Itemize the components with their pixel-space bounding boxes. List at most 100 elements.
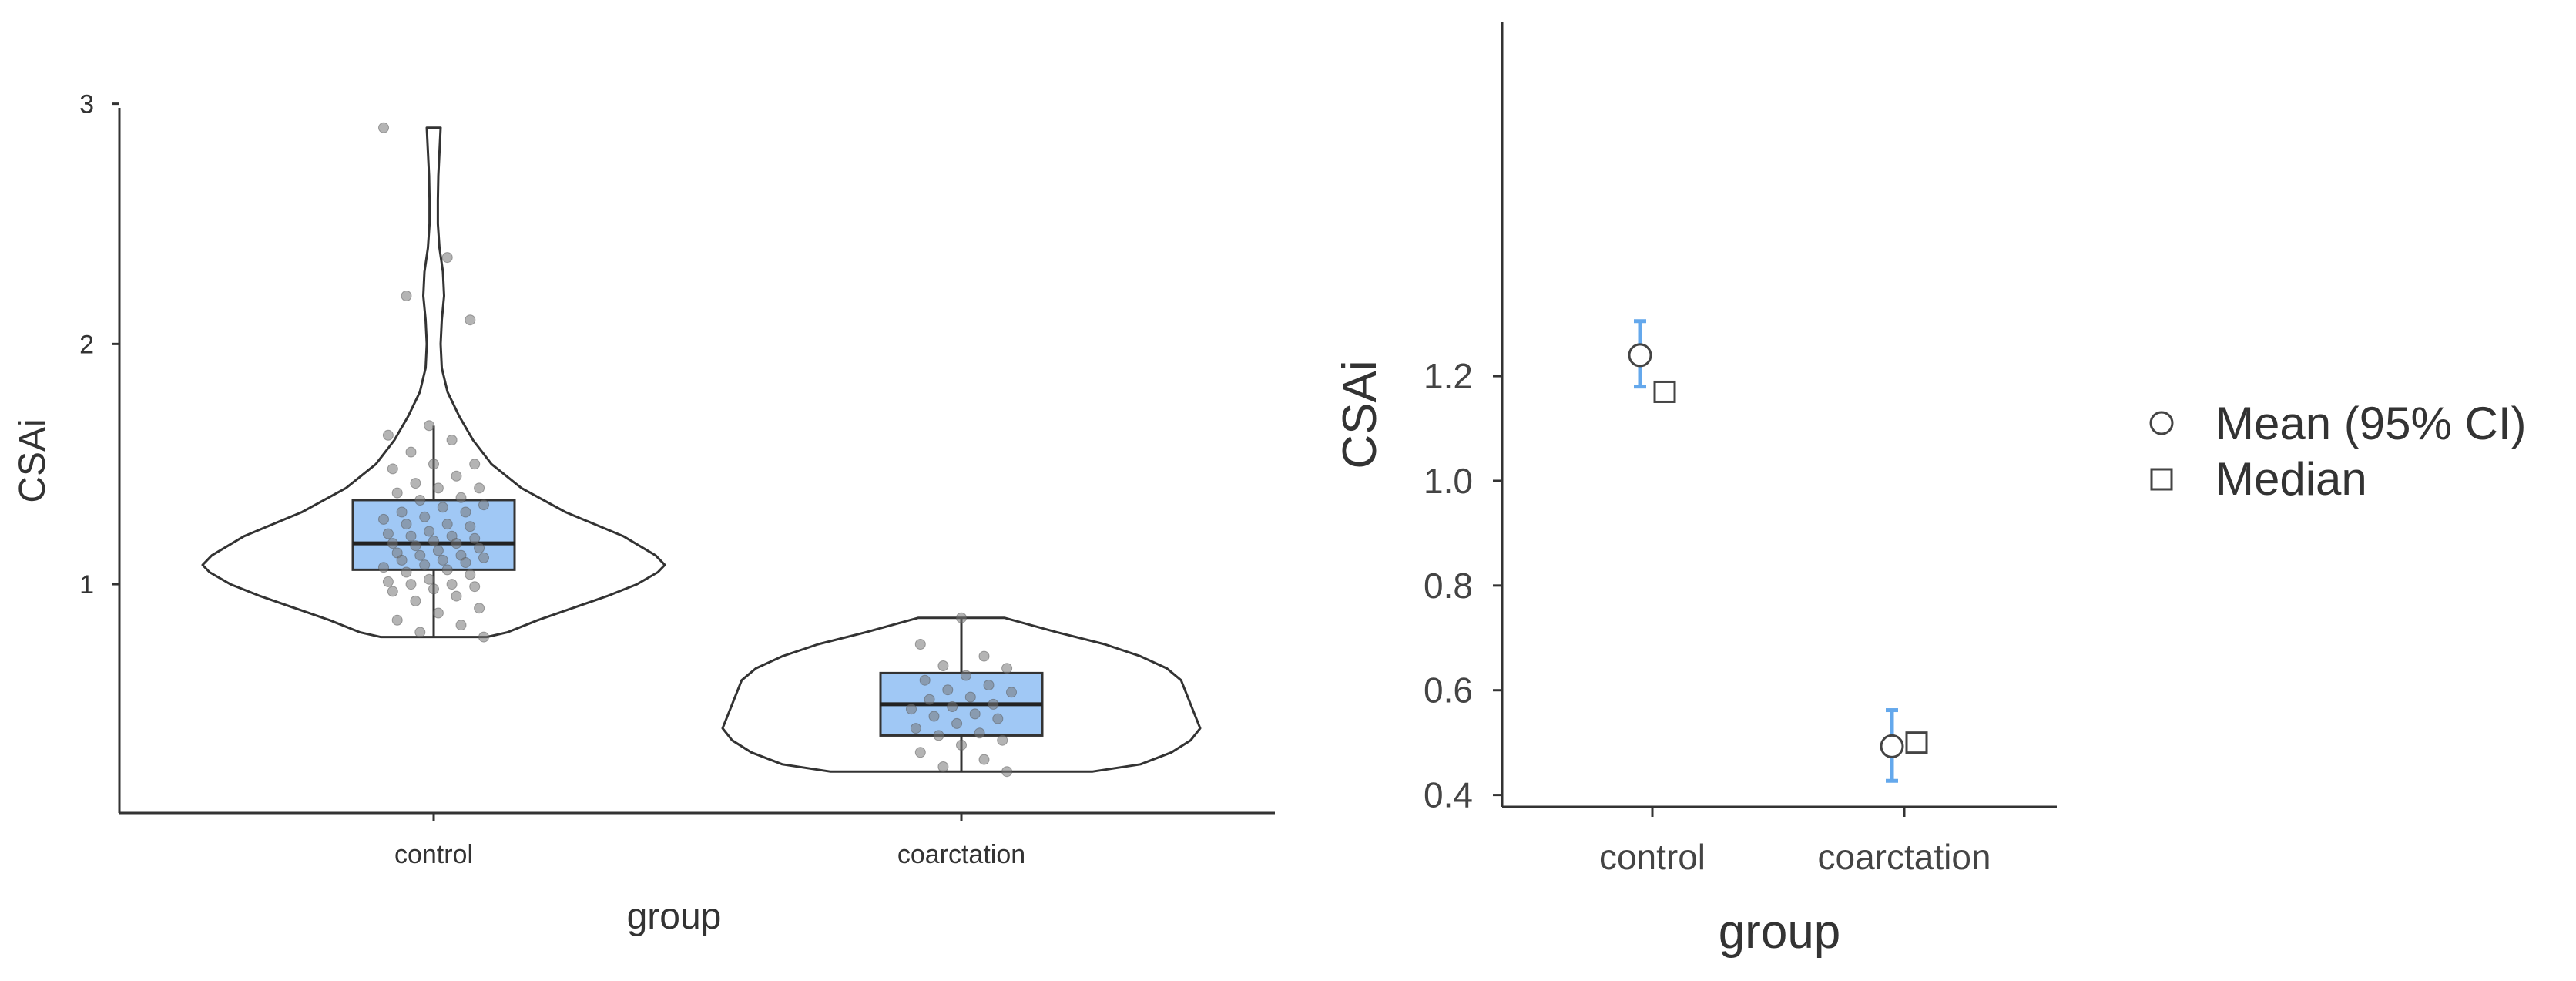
y-tick-label: 2	[79, 330, 94, 359]
point-control	[428, 459, 439, 470]
point-coarctation	[983, 680, 995, 690]
point-coarctation	[947, 701, 958, 712]
point-control	[405, 446, 417, 458]
point-control	[405, 530, 417, 542]
box-control	[351, 499, 516, 571]
mean-median-marks	[1628, 319, 1928, 783]
point-control	[451, 538, 462, 549]
y-axis-ticks: 0.4 0.6 0.8 1.0 1.2	[1424, 356, 1502, 815]
point-control	[382, 576, 394, 587]
point-coarctation	[928, 711, 940, 722]
point-control	[387, 463, 398, 475]
point-control	[410, 478, 421, 489]
point-control	[414, 549, 426, 561]
point-control	[391, 487, 403, 499]
violin-coarctation	[721, 616, 1202, 773]
legend-label-median: Median	[2215, 453, 2367, 505]
y-tick-label: 0.4	[1424, 775, 1473, 815]
point-control	[410, 595, 421, 606]
median-point-control	[1653, 380, 1676, 403]
point-coarctation	[924, 694, 935, 705]
y-tick-label: 3	[79, 90, 94, 119]
point-control	[455, 492, 467, 503]
point-control	[474, 603, 485, 614]
x-tick-label-coarctation: coarctation	[897, 840, 1025, 869]
point-control	[478, 552, 489, 563]
point-control	[378, 122, 389, 133]
point-coarctation	[951, 717, 963, 729]
y-tick-label: 1.0	[1424, 461, 1473, 501]
point-coarctation	[964, 691, 976, 703]
point-control	[451, 590, 462, 602]
point-coarctation	[969, 708, 981, 720]
point-coarctation	[978, 754, 990, 765]
point-control	[396, 506, 408, 518]
point-coarctation	[997, 734, 1008, 746]
point-coarctation	[937, 761, 949, 772]
point-control	[469, 581, 481, 593]
point-control	[437, 502, 448, 513]
point-control	[441, 564, 453, 576]
point-coarctation	[978, 650, 990, 662]
point-control	[465, 521, 476, 532]
jitter-points	[378, 122, 1017, 778]
point-control	[478, 631, 489, 643]
point-control	[469, 532, 481, 544]
point-control	[414, 495, 426, 506]
point-control	[387, 586, 398, 597]
point-coarctation	[992, 713, 1004, 724]
point-coarctation	[914, 747, 926, 758]
legend-square-marker	[2150, 468, 2173, 491]
point-control	[419, 511, 431, 522]
violin-control	[201, 126, 666, 639]
point-control	[382, 528, 394, 539]
legend-label-mean: Mean (95% CI)	[2215, 398, 2526, 449]
point-control	[441, 519, 453, 530]
x-axis-ticks: control coarctation	[394, 813, 1025, 869]
point-coarctation	[910, 723, 921, 734]
point-coarctation	[956, 739, 967, 751]
point-coarctation	[1001, 663, 1013, 674]
point-control	[424, 420, 435, 432]
x-axis-ticks: control coarctation	[1599, 807, 1991, 877]
violin-box-panel: 1 2 3 control coarctation CSAi group	[12, 90, 1275, 937]
point-coarctation	[937, 660, 949, 671]
point-coarctation	[906, 704, 917, 715]
point-control	[474, 482, 485, 494]
point-control	[432, 607, 444, 619]
mean-point-control	[1628, 343, 1652, 368]
point-control	[410, 540, 421, 552]
point-coarctation	[919, 674, 931, 686]
point-control	[437, 554, 448, 566]
point-control	[391, 614, 403, 626]
point-control	[465, 569, 476, 580]
point-coarctation	[942, 684, 954, 696]
point-control	[469, 459, 481, 470]
median-point-coarctation	[1905, 731, 1928, 754]
point-control	[405, 579, 417, 590]
legend-circle-marker	[2149, 411, 2174, 435]
point-control	[401, 566, 412, 578]
x-tick-label-control: control	[1599, 837, 1706, 877]
y-axis-ticks: 1 2 3	[79, 90, 119, 600]
point-coarctation	[1001, 766, 1013, 778]
point-coarctation	[956, 612, 967, 623]
point-control	[428, 583, 439, 595]
point-control	[424, 526, 435, 537]
y-tick-label: 0.6	[1424, 670, 1473, 711]
point-control	[382, 429, 394, 441]
point-control	[378, 513, 389, 525]
y-axis-title: CSAi	[1333, 360, 1387, 469]
point-coarctation	[974, 727, 985, 739]
point-control	[441, 252, 453, 264]
y-axis-title: CSAi	[12, 418, 53, 502]
point-control	[401, 291, 412, 301]
x-axis-title: group	[1719, 905, 1841, 959]
point-control	[424, 573, 435, 585]
mean-point-coarctation	[1880, 734, 1904, 758]
mean-median-panel: 0.40.60.81.01.2 control coarctation CSAi …	[1333, 22, 2526, 959]
violins	[201, 126, 1202, 773]
point-control	[446, 579, 458, 590]
point-control	[432, 545, 444, 556]
